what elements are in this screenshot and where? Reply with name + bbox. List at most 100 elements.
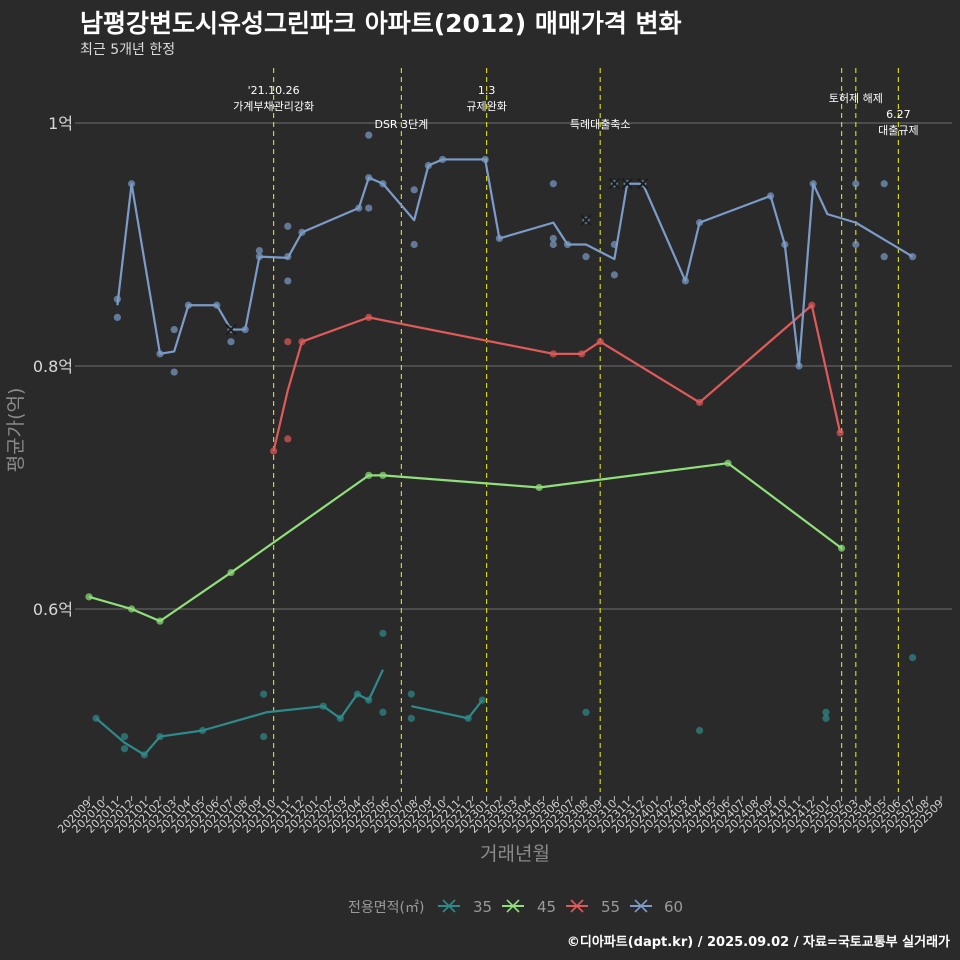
data-point-45 [365, 471, 373, 479]
legend-key-marker-60 [634, 899, 648, 913]
series-line-55 [272, 304, 842, 452]
data-point-35 [353, 690, 361, 698]
series-line-35 [95, 669, 384, 756]
source-caption: ©디아파트(dapt.kr) / 2025.09.02 / 자료=국토교통부 실… [566, 935, 950, 950]
data-point-60 [549, 234, 557, 243]
data-point-60 [610, 240, 619, 249]
cancelled-deal-marker [608, 178, 621, 190]
cancelled-deal-marker [225, 323, 237, 336]
data-point-35 [199, 726, 207, 735]
data-point-60 [795, 362, 803, 370]
data-point-60 [549, 240, 557, 249]
cancelled-deal-marker [637, 178, 649, 190]
data-point-60 [298, 228, 306, 236]
data-point-60 [549, 180, 557, 188]
data-point-55 [284, 338, 292, 346]
event-label: 대출규제 [878, 124, 918, 137]
event-label: DSR 3단계 [374, 118, 428, 131]
event-label: 가계부채관리강화 [233, 100, 314, 113]
data-point-60 [213, 301, 221, 309]
x-axis-label: 거래년월 [480, 843, 550, 865]
data-point-60 [852, 180, 860, 188]
data-point-60 [681, 277, 690, 285]
data-point-35 [156, 732, 164, 741]
data-point-35 [260, 732, 268, 741]
data-point-60 [781, 240, 789, 249]
data-point-55 [696, 398, 704, 407]
data-point-35 [140, 751, 148, 759]
data-point-45 [227, 568, 235, 577]
data-point-60 [563, 240, 572, 249]
legend-label-35: 35 [473, 898, 492, 916]
data-point-60 [852, 240, 860, 249]
data-point-35 [407, 690, 415, 698]
event-label: 규제완화 [466, 100, 506, 113]
data-point-60 [438, 155, 447, 164]
data-point-55 [578, 350, 586, 358]
data-point-35 [120, 745, 129, 753]
data-point-35 [822, 714, 830, 722]
data-point-60 [170, 368, 178, 376]
data-point-60 [495, 234, 503, 243]
data-point-45 [128, 605, 136, 613]
data-point-35 [822, 708, 830, 716]
data-point-60 [284, 253, 292, 261]
data-point-45 [379, 471, 387, 479]
data-point-55 [365, 313, 373, 321]
y-tick-label: 0.6억 [33, 600, 73, 619]
data-point-60 [113, 295, 121, 303]
series-line-60 [116, 158, 914, 368]
event-label: 6.27 [886, 108, 911, 121]
data-point-35 [478, 696, 486, 704]
data-point-60 [767, 192, 775, 200]
data-point-60 [128, 180, 136, 188]
data-point-55 [284, 435, 292, 443]
data-point-35 [319, 702, 327, 710]
data-point-35 [464, 714, 472, 722]
data-point-45 [85, 593, 93, 601]
data-point-55 [270, 447, 278, 455]
data-point-60 [184, 301, 192, 309]
data-point-35 [909, 654, 917, 662]
data-point-35 [365, 696, 373, 704]
event-label: 1.3 [478, 84, 496, 97]
cancelled-deal-marker [621, 178, 633, 190]
event-label: 특례대출축소 [570, 118, 631, 131]
legend-label-55: 55 [601, 898, 620, 916]
series-line-45 [88, 462, 843, 623]
data-point-60 [909, 253, 917, 261]
data-point-45 [838, 544, 846, 552]
data-point-60 [365, 204, 373, 212]
data-point-35 [407, 714, 415, 722]
data-point-60 [227, 338, 235, 346]
data-point-60 [284, 222, 292, 230]
data-point-60 [241, 325, 249, 334]
data-point-35 [379, 629, 387, 637]
data-point-60 [170, 325, 178, 334]
y-axis-label: 평균가(억) [5, 388, 27, 473]
legend-label-60: 60 [664, 898, 683, 916]
data-point-60 [582, 253, 590, 261]
data-point-60 [410, 240, 418, 249]
data-point-60 [880, 180, 888, 188]
data-point-55 [596, 338, 604, 346]
legend-label-45: 45 [537, 898, 556, 916]
data-point-35 [92, 714, 100, 722]
data-point-45 [535, 483, 543, 492]
series-line-35 [411, 699, 484, 720]
data-point-60 [696, 219, 704, 227]
data-point-60 [424, 161, 432, 170]
event-label: 토허제 해제 [829, 91, 883, 105]
data-point-55 [549, 350, 557, 358]
data-point-55 [836, 429, 844, 437]
data-point-60 [355, 204, 363, 212]
data-point-60 [809, 180, 817, 188]
data-point-35 [379, 708, 387, 716]
data-point-35 [582, 708, 590, 716]
chart-subtitle: 최근 5개년 한정 [80, 42, 176, 58]
data-point-55 [298, 338, 306, 346]
legend-key-marker-45 [506, 899, 520, 913]
data-point-60 [365, 131, 373, 139]
data-point-35 [696, 726, 704, 735]
